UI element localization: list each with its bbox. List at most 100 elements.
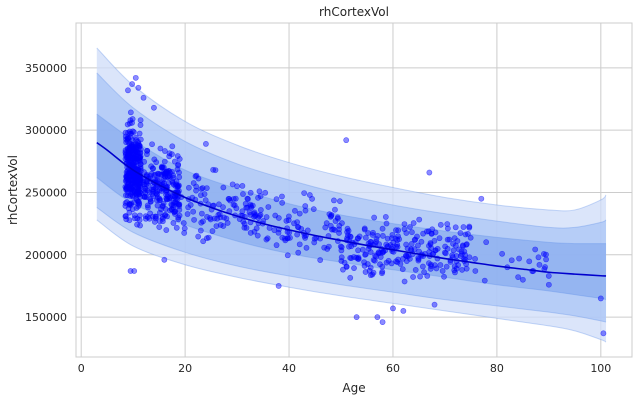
- scatter-point: [168, 201, 175, 208]
- scatter-point: [190, 180, 197, 186]
- scatter-point: [331, 197, 337, 204]
- band-inner-upper-edge: [96, 113, 607, 245]
- scatter-point: [365, 230, 371, 236]
- scatter-point: [203, 185, 210, 191]
- scatter-point: [193, 187, 199, 194]
- scatter-point: [181, 230, 188, 236]
- plot-frame: [75, 22, 633, 358]
- x-tick-label: 40: [282, 362, 296, 375]
- scatter-point: [412, 236, 419, 243]
- scatter-point: [240, 191, 246, 197]
- scatter-point: [128, 177, 134, 184]
- scatter-point: [135, 84, 142, 91]
- scatter-point: [275, 283, 282, 289]
- scatter-point: [296, 241, 303, 248]
- scatter-point: [131, 163, 138, 170]
- scatter-point: [543, 256, 549, 263]
- scatter-point: [264, 235, 271, 242]
- scatter-point: [132, 215, 138, 222]
- scatter-point: [390, 239, 397, 246]
- scatter-point: [203, 140, 209, 147]
- scatter-point: [452, 242, 459, 249]
- scatter-point: [205, 234, 212, 241]
- scatter-point: [137, 154, 143, 161]
- scatter-point: [220, 204, 226, 211]
- scatter-point: [176, 174, 183, 181]
- scatter-point: [153, 159, 160, 166]
- scatter-point: [262, 189, 269, 196]
- scatter-point: [434, 245, 441, 252]
- x-tick-label: 60: [386, 362, 400, 375]
- scatter-point: [164, 173, 171, 180]
- scatter-point: [463, 241, 470, 248]
- scatter-point: [247, 189, 254, 196]
- x-tick-label: 80: [490, 362, 504, 375]
- scatter-point: [146, 189, 153, 196]
- scatter-point: [332, 218, 339, 224]
- scatter-point: [181, 225, 188, 232]
- scatter-point: [414, 233, 420, 240]
- scatter-point: [403, 241, 410, 248]
- scatter-point: [135, 182, 142, 189]
- scatter-point: [545, 281, 552, 288]
- scatter-point: [379, 270, 385, 277]
- scatter-point: [439, 268, 446, 274]
- scatter-point: [213, 223, 220, 229]
- scatter-point: [239, 182, 246, 189]
- scatter-point: [169, 143, 176, 150]
- scatter-point: [379, 319, 386, 325]
- scatter-point: [156, 209, 163, 216]
- band-outer-upper-edge: [96, 47, 607, 212]
- scatter-point: [185, 184, 192, 191]
- scatter-point: [379, 232, 386, 239]
- scatter-point: [132, 74, 139, 81]
- scatter-point: [273, 196, 280, 203]
- band-inner-lower-edge: [96, 177, 607, 301]
- scatter-point: [515, 274, 522, 281]
- scatter-point: [156, 224, 163, 230]
- y-tick-label: 350000: [25, 62, 67, 75]
- scatter-point: [152, 215, 159, 222]
- scatter-point: [304, 227, 311, 234]
- scatter-point: [459, 266, 465, 273]
- scatter-point: [450, 247, 457, 254]
- scatter-point: [394, 259, 401, 266]
- scatter-point: [306, 192, 313, 198]
- scatter-point: [336, 198, 343, 205]
- y-tick-label: 300000: [25, 124, 67, 137]
- scatter-point: [271, 227, 278, 234]
- scatter-point: [256, 188, 263, 195]
- scatter-point: [147, 196, 154, 202]
- scatter-point: [437, 262, 444, 268]
- scatter-point: [291, 220, 297, 227]
- scatter-point: [234, 183, 240, 190]
- scatter-point: [176, 156, 183, 162]
- scatter-point: [416, 216, 423, 223]
- scatter-point: [432, 229, 439, 236]
- scatter-point: [169, 151, 175, 158]
- scatter-point: [157, 197, 164, 203]
- scatter-point: [301, 190, 308, 196]
- scatter-point: [600, 330, 607, 337]
- band-mid-upper-edge: [96, 72, 607, 229]
- scatter-point: [343, 137, 350, 144]
- scatter-point: [415, 254, 422, 261]
- scatter-point: [353, 314, 360, 321]
- scatter-point: [173, 181, 179, 188]
- x-axis-ticks: 0 20 40 60 80 100: [78, 362, 612, 375]
- scatter-point: [145, 204, 151, 211]
- scatter-point: [472, 268, 479, 274]
- scatter-point: [173, 224, 180, 231]
- scatter-point: [136, 191, 142, 198]
- scatter-point: [122, 213, 129, 220]
- scatter-point: [159, 218, 166, 225]
- scatter-point: [331, 227, 338, 233]
- scatter-point: [132, 155, 139, 162]
- scatter-point: [160, 169, 167, 176]
- scatter-point: [122, 200, 129, 206]
- scatter-point: [125, 184, 132, 191]
- scatter-point: [161, 158, 168, 165]
- scatter-point: [401, 278, 408, 285]
- scatter-point: [137, 117, 144, 124]
